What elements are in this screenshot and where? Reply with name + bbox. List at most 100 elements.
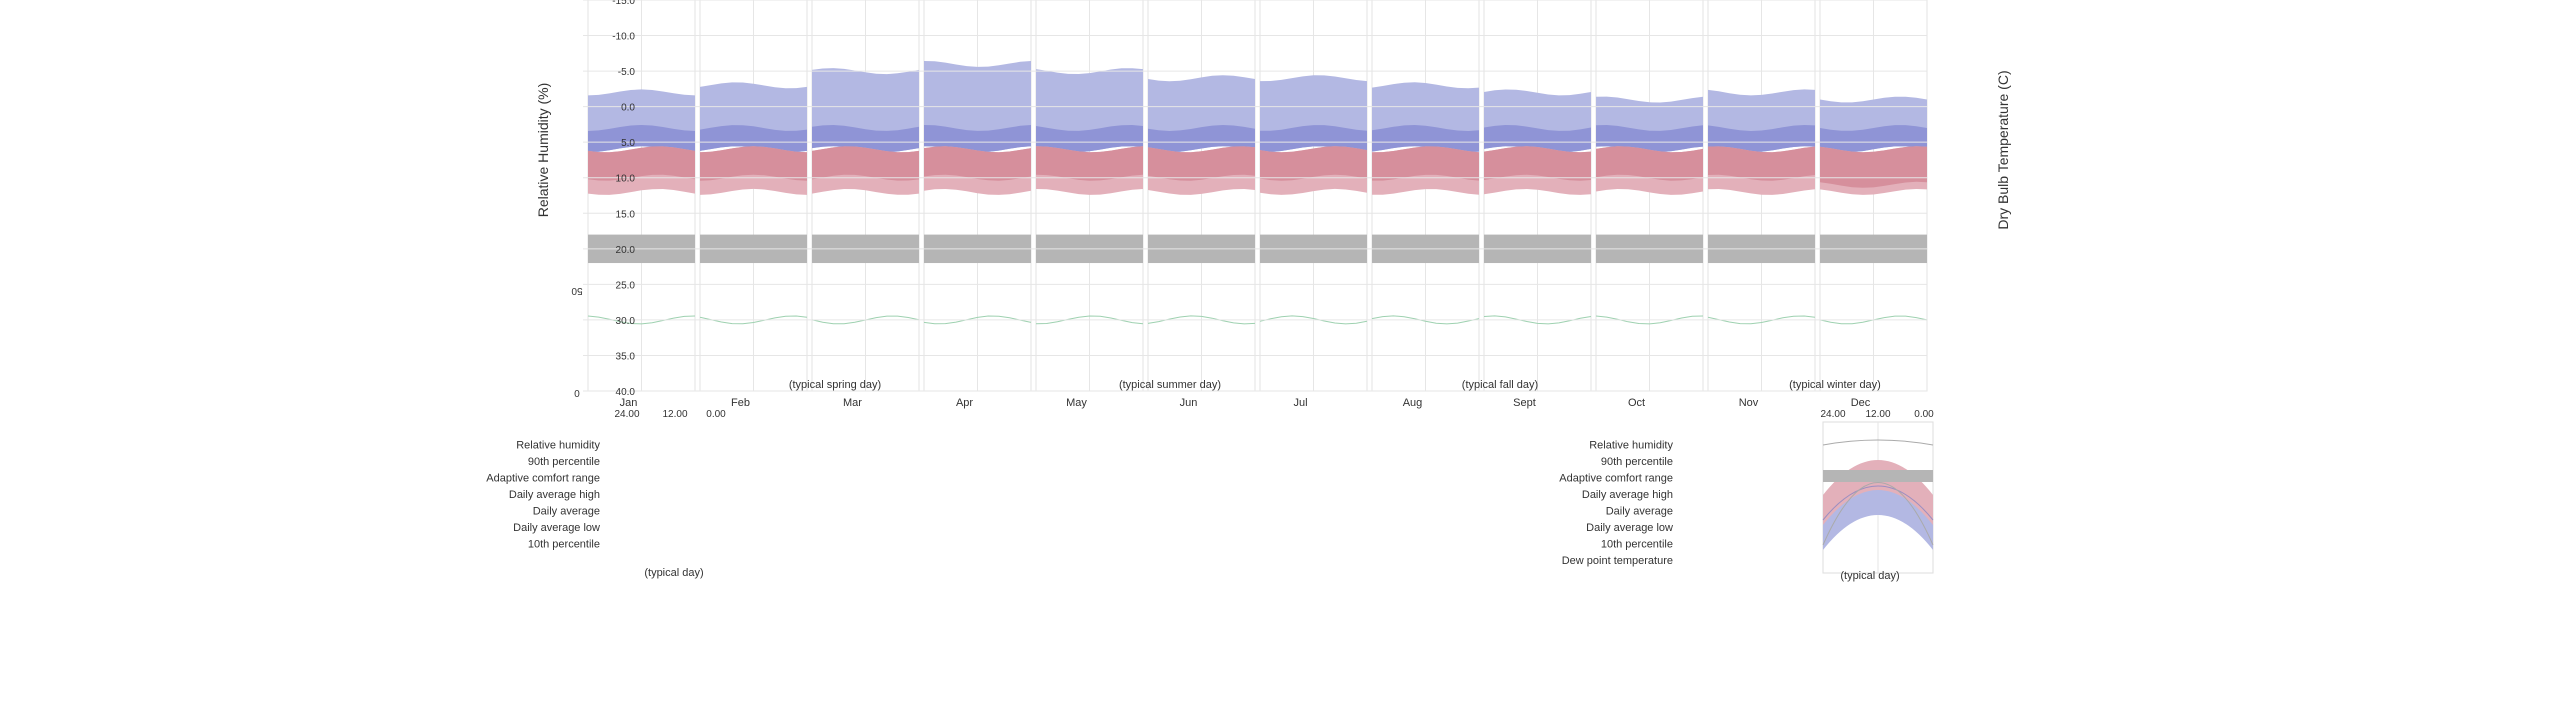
legend-item: 90th percentile xyxy=(528,456,600,468)
season-label: (typical summer day) xyxy=(1119,379,1221,391)
warm-core-band xyxy=(700,146,807,181)
month-panel xyxy=(1707,0,1816,392)
y-tick-label: 10.0 xyxy=(616,174,636,185)
legend-item: Daily average xyxy=(533,506,600,518)
month-label: Mar xyxy=(843,397,862,409)
month-panel xyxy=(1371,0,1480,392)
warm-core-band xyxy=(1820,146,1927,188)
y-tick-label: 35.0 xyxy=(616,351,636,362)
warm-core-band xyxy=(1596,146,1703,181)
cold-core-band xyxy=(1036,125,1143,153)
legend-item: Relative humidity xyxy=(1589,440,1673,452)
month-label: Jan xyxy=(620,397,638,409)
legend-item: Dew point temperature xyxy=(1562,555,1673,567)
cold-core-band xyxy=(924,125,1031,153)
legend-left-tick-12: 12.00 xyxy=(1865,409,1890,420)
legend-item: Daily average low xyxy=(1586,522,1673,534)
legend-item: Daily average low xyxy=(513,522,600,534)
cold-core-band xyxy=(1484,125,1591,153)
season-labels: (typical spring day) (typical summer day)… xyxy=(789,379,1881,391)
humidity-line xyxy=(1707,315,1816,325)
warm-core-band xyxy=(588,146,695,181)
cold-core-band xyxy=(588,125,695,153)
humidity-line xyxy=(923,315,1032,325)
cold-core-band xyxy=(1820,125,1927,153)
y-tick-label: -15.0 xyxy=(612,0,635,7)
month-label: Jul xyxy=(1293,397,1307,409)
y-tick-label: 25.0 xyxy=(616,280,636,291)
warm-core-band xyxy=(924,146,1031,181)
humidity-line xyxy=(1595,315,1704,325)
cold-core-band xyxy=(812,125,919,153)
humidity-line xyxy=(699,315,808,325)
legend-left-items: Dew point temperature 10th percentile Dail… xyxy=(1559,440,1673,568)
warm-core-band xyxy=(1036,146,1143,181)
legend-left-dew-line xyxy=(1822,439,1934,446)
grid-lines xyxy=(583,0,1927,392)
legend-item: Daily average high xyxy=(509,489,600,501)
y-axis-right-title: Relative Humidity (%) xyxy=(535,83,551,218)
legend-item: Daily average high xyxy=(1582,489,1673,501)
legend-left-comfort xyxy=(1823,470,1933,482)
y-tick-label: -10.0 xyxy=(612,32,635,43)
legend-left-rh-line xyxy=(1822,482,1934,546)
warm-core-band xyxy=(812,146,919,181)
y-right-tick-50: 50 xyxy=(571,285,583,296)
legend-item: Relative humidity xyxy=(516,440,600,452)
month-panel xyxy=(1819,0,1928,392)
y-right-tick-0: 0 xyxy=(574,387,580,398)
season-label: (typical spring day) xyxy=(789,379,881,391)
month-label: Sept xyxy=(1513,397,1536,409)
season-label: (typical winter day) xyxy=(1789,379,1881,391)
legend-left: Dew point temperature 10th percentile Dail… xyxy=(1559,409,1934,582)
month-label: Jun xyxy=(1180,397,1198,409)
legend-item: Adaptive comfort range xyxy=(486,473,600,485)
month-panel xyxy=(587,0,696,392)
month-panel xyxy=(1035,0,1144,392)
cold-core-band xyxy=(1260,125,1367,153)
month-panel xyxy=(1147,0,1256,392)
month-label: Feb xyxy=(731,397,750,409)
legend-item: 90th percentile xyxy=(1601,456,1673,468)
cold-core-band xyxy=(700,125,807,153)
month-panel xyxy=(923,0,1032,392)
month-label: Oct xyxy=(1628,397,1645,409)
legend-left-plot xyxy=(1822,421,1934,574)
month-panel xyxy=(1483,0,1592,392)
humidity-line xyxy=(1259,315,1368,325)
legend-item: 10th percentile xyxy=(528,539,600,551)
y-tick-label: 40.0 xyxy=(616,387,636,398)
month-label: Aug xyxy=(1403,397,1423,409)
month-label: Apr xyxy=(956,397,973,409)
legend-right-tick-0: 0.00 xyxy=(706,409,726,420)
legend-left-tick-0: 0.00 xyxy=(1914,409,1934,420)
month-label: Dec xyxy=(1851,397,1871,409)
month-label: May xyxy=(1066,397,1087,409)
y-axis-ticks: -15.0 -10.0 -5.0 0.0 5.0 10.0 15.0 20.0 25.0 30.0… xyxy=(612,0,635,398)
legend-right-tick-12: 12.00 xyxy=(662,409,687,420)
month-panel xyxy=(699,0,808,392)
y-tick-label: 5.0 xyxy=(621,138,635,149)
humidity-line xyxy=(1371,315,1480,325)
legend-left-tick-24: 24.00 xyxy=(1820,409,1845,420)
humidity-line xyxy=(1035,315,1144,325)
y-tick-label: 20.0 xyxy=(616,245,636,256)
month-panel xyxy=(1595,0,1704,392)
cold-core-band xyxy=(1372,125,1479,153)
y-tick-label: 30.0 xyxy=(616,316,636,327)
y-tick-label: -5.0 xyxy=(618,67,636,78)
cold-core-band xyxy=(1148,125,1255,153)
legend-item: Adaptive comfort range xyxy=(1559,473,1673,485)
month-labels: Jan Feb Mar Apr May Jun Jul Aug Sept Oct Nov Dec xyxy=(620,397,1871,409)
legend-item: 10th percentile xyxy=(1601,539,1673,551)
warm-core-band xyxy=(1260,146,1367,181)
season-label: (typical fall day) xyxy=(1462,379,1538,391)
warm-core-band xyxy=(1148,146,1255,181)
legend-left-avg-line xyxy=(1822,485,1934,521)
legend-item: Daily average xyxy=(1606,506,1673,518)
warm-core-band xyxy=(1372,146,1479,181)
warm-core-band xyxy=(1708,146,1815,181)
y-axis-title: Dry Bulb Temperature (C) xyxy=(1995,70,2011,229)
